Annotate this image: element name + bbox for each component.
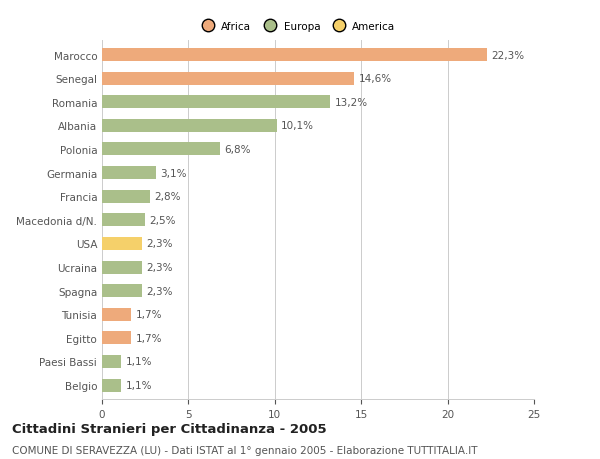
Bar (102, 308, 131, 321)
Bar (102, 237, 142, 250)
Text: 3,1%: 3,1% (160, 168, 187, 178)
Bar (102, 143, 220, 156)
Text: 6,8%: 6,8% (224, 145, 250, 155)
Text: COMUNE DI SERAVEZZA (LU) - Dati ISTAT al 1° gennaio 2005 - Elaborazione TUTTITAL: COMUNE DI SERAVEZZA (LU) - Dati ISTAT al… (12, 445, 478, 455)
Text: Cittadini Stranieri per Cittadinanza - 2005: Cittadini Stranieri per Cittadinanza - 2… (12, 422, 326, 435)
Bar (102, 355, 121, 368)
Text: 13,2%: 13,2% (334, 98, 368, 107)
Text: 14,6%: 14,6% (359, 74, 392, 84)
Text: 2,8%: 2,8% (155, 192, 181, 202)
Text: 1,1%: 1,1% (125, 380, 152, 390)
Legend: Africa, Europa, America: Africa, Europa, America (193, 18, 400, 36)
Bar (102, 49, 487, 62)
Bar (102, 331, 131, 345)
Bar (102, 190, 151, 203)
Bar (102, 167, 155, 179)
Text: 2,5%: 2,5% (149, 215, 176, 225)
Text: 2,3%: 2,3% (146, 263, 173, 273)
Bar (102, 214, 145, 227)
Bar (102, 96, 330, 109)
Text: 1,1%: 1,1% (125, 357, 152, 367)
Text: 22,3%: 22,3% (491, 50, 525, 61)
Text: 2,3%: 2,3% (146, 239, 173, 249)
Text: 10,1%: 10,1% (281, 121, 314, 131)
Bar (102, 73, 354, 85)
Bar (102, 285, 142, 297)
Text: 1,7%: 1,7% (136, 333, 162, 343)
Bar (102, 120, 277, 133)
Bar (102, 261, 142, 274)
Text: 1,7%: 1,7% (136, 309, 162, 319)
Text: 2,3%: 2,3% (146, 286, 173, 296)
Bar (102, 379, 121, 392)
